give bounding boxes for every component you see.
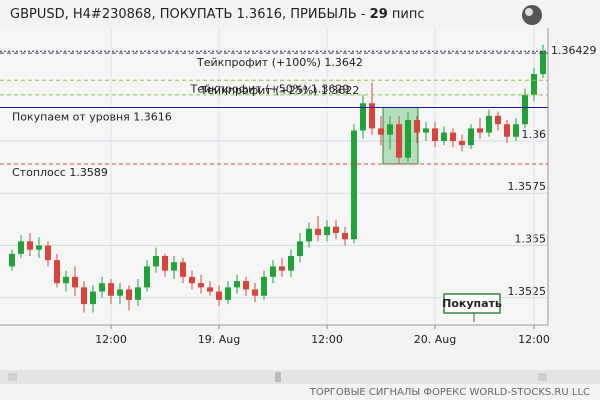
candle-body	[450, 132, 456, 141]
candle-body	[63, 276, 69, 284]
candle-body	[36, 245, 42, 250]
candle-body	[351, 130, 357, 240]
candle-body	[504, 124, 510, 137]
candle-body	[126, 289, 132, 300]
footer: ТОРГОВЫЕ СИГНАЛЫ ФОРЕКС WORLD-STOCKS.RU …	[309, 387, 590, 398]
candle-body	[90, 291, 96, 305]
buy-button-box[interactable]	[443, 293, 501, 314]
level-label: Тейкпрофит (+50%) 1.3629	[190, 82, 350, 95]
y-tick-label: 1.3575	[508, 180, 547, 193]
candle-body	[27, 241, 33, 250]
candle-body	[288, 255, 294, 271]
candle-body	[18, 241, 24, 254]
candle-body	[540, 51, 546, 75]
candle-body	[9, 253, 15, 267]
candle-body	[522, 94, 528, 125]
candle-body	[459, 140, 465, 146]
candle-body	[135, 287, 141, 300]
y-tick-label: 1.355	[515, 233, 547, 246]
candle-body	[432, 128, 438, 141]
x-tick-label: 19. Aug	[198, 333, 240, 346]
candle-body	[162, 255, 168, 271]
last-price-label: 1.36429	[551, 44, 597, 57]
candle-body	[225, 287, 231, 300]
buy-button[interactable]: Покупать	[442, 293, 502, 314]
candle-body	[252, 289, 258, 296]
chart-title: GBPUSD, H4#230868, ПОКУПАТЬ 1.3616, ПРИБ…	[10, 7, 425, 22]
level-label: Тейкпрофит (+100%) 1.3642	[196, 56, 363, 69]
candle-body	[279, 266, 285, 271]
candle-body	[54, 260, 60, 284]
candle-body	[108, 283, 114, 296]
candle-body	[72, 276, 78, 288]
candle-body	[180, 262, 186, 277]
scroll-right[interactable]	[538, 373, 547, 381]
candle-body	[99, 283, 105, 292]
level-label: Стоплосс 1.3589	[12, 166, 108, 179]
candle-body	[45, 245, 51, 261]
candle-body	[189, 276, 195, 284]
candle-body	[360, 103, 366, 131]
candle-body	[387, 124, 393, 135]
candle-body	[333, 226, 339, 233]
candle-body	[153, 255, 159, 267]
candle-body	[81, 287, 87, 305]
candle-body	[171, 262, 177, 271]
x-tick-label: 12:00	[311, 333, 343, 346]
level-label: Покупаем от уровня 1.3616	[12, 110, 172, 123]
candle-body	[207, 287, 213, 292]
candle-body	[486, 115, 492, 133]
candle-body	[369, 103, 375, 129]
candle-body	[261, 276, 267, 296]
candle-body	[495, 115, 501, 125]
x-tick-label: 20. Aug	[414, 333, 456, 346]
candle-body	[342, 232, 348, 240]
title-text: GBPUSD, H4#230868, ПОКУПАТЬ 1.3616, ПРИБ…	[10, 7, 370, 22]
candle-body	[198, 283, 204, 288]
globe-highlight	[525, 8, 533, 16]
candle-body	[117, 289, 123, 296]
candle-body	[243, 281, 249, 290]
buy-button-label: Покупать	[442, 297, 502, 310]
candle-body	[423, 128, 429, 133]
candle-body	[144, 266, 150, 288]
x-tick-label: 12:00	[518, 333, 550, 346]
candle-body	[396, 124, 402, 158]
x-tick-label: 12:00	[95, 333, 127, 346]
candle-body	[297, 241, 303, 256]
profit-unit: пипс	[392, 7, 425, 22]
profit: 29	[370, 7, 388, 22]
candle-body	[531, 74, 537, 95]
candle-body	[234, 281, 240, 288]
candle-body	[513, 124, 519, 137]
candle-body	[405, 120, 411, 158]
candle-body	[441, 132, 447, 141]
candle-body	[477, 128, 483, 133]
candle-body	[324, 226, 330, 236]
scroll-left[interactable]	[8, 373, 17, 381]
candle-body	[270, 266, 276, 277]
candle-body	[468, 128, 474, 146]
globe[interactable]	[522, 5, 542, 25]
y-tick-label: 1.3525	[508, 285, 547, 298]
globe-icon[interactable]	[522, 5, 542, 25]
scrollbar[interactable]	[0, 370, 600, 384]
candle-body	[306, 228, 312, 242]
candle-body	[414, 120, 420, 133]
candle-body	[216, 291, 222, 300]
level-label: Тейкпрофит (+25%) 1.3622	[200, 84, 360, 97]
scroll-thumb[interactable]	[275, 372, 281, 382]
candle-body	[378, 128, 384, 135]
candle-body	[315, 228, 321, 236]
